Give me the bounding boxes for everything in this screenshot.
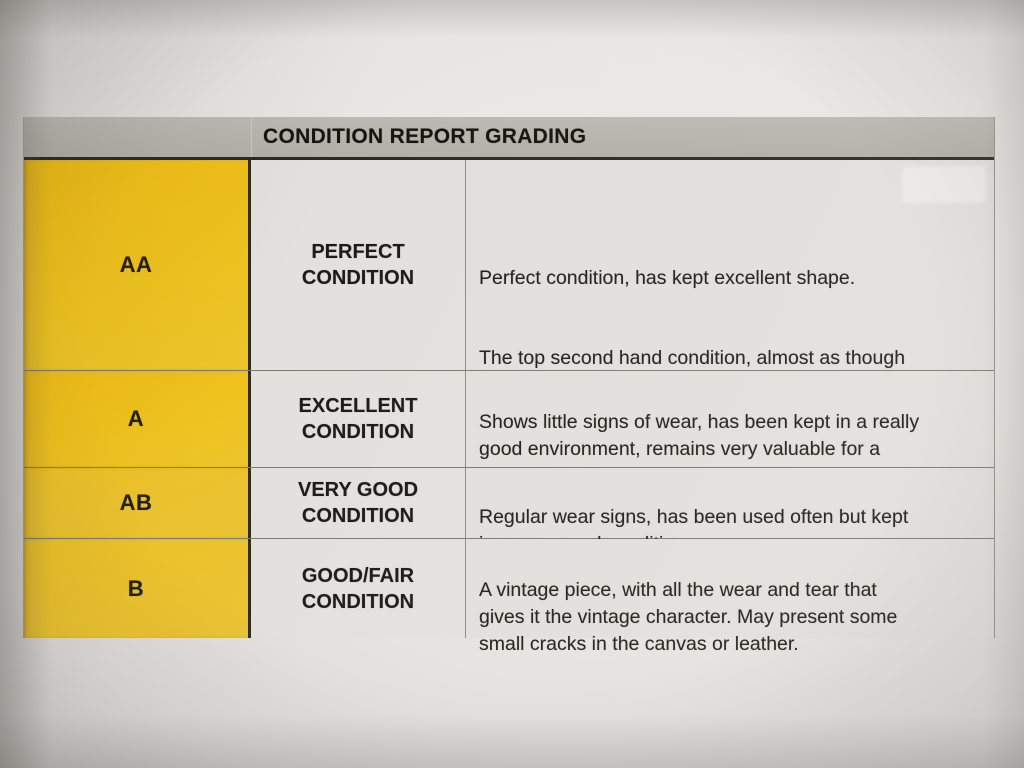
description-paragraph: A vintage piece, with all the wear and t… (479, 579, 898, 655)
condition-cell-b: GOOD/FAIR CONDITION (251, 539, 466, 638)
condition-cell-aa: PERFECT CONDITION (251, 160, 466, 370)
table-row-a: A EXCELLENT CONDITION Shows little signs… (24, 370, 994, 487)
condition-cell-a: EXCELLENT CONDITION (251, 371, 466, 467)
grade-cell-ab: AB (24, 468, 251, 538)
description-paragraph: Perfect condition, has kept excellent sh… (479, 267, 856, 289)
condition-report-table: CONDITION REPORT GRADING AA PERFECT COND… (23, 117, 995, 655)
table-row-ab: AB VERY GOOD CONDITION Regular wear sign… (24, 467, 994, 555)
description-cell-ab: Regular wear signs, has been used often … (466, 468, 994, 555)
table-title: CONDITION REPORT GRADING (263, 125, 587, 148)
grade-cell-a: A (24, 371, 251, 467)
table-header-row: CONDITION REPORT GRADING (24, 117, 994, 160)
table-row-aa: AA PERFECT CONDITION Perfect condition, … (24, 160, 994, 450)
description-cell-a: Shows little signs of wear, has been kep… (466, 371, 994, 487)
table-row-b: B GOOD/FAIR CONDITION A vintage piece, w… (24, 538, 994, 655)
grade-cell-aa: AA (24, 160, 251, 370)
correction-fluid-patch (904, 168, 984, 201)
description-cell-b: A vintage piece, with all the wear and t… (466, 539, 994, 655)
description-cell-aa: Perfect condition, has kept excellent sh… (466, 160, 994, 450)
condition-cell-ab: VERY GOOD CONDITION (251, 468, 466, 538)
grade-cell-b: B (24, 539, 251, 638)
